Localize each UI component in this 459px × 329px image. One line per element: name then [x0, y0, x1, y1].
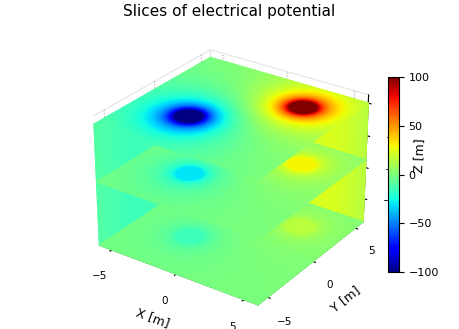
X-axis label: X [m]: X [m] — [134, 305, 170, 329]
Title: Slices of electrical potential: Slices of electrical potential — [123, 4, 334, 19]
Y-axis label: Y [m]: Y [m] — [328, 284, 362, 315]
